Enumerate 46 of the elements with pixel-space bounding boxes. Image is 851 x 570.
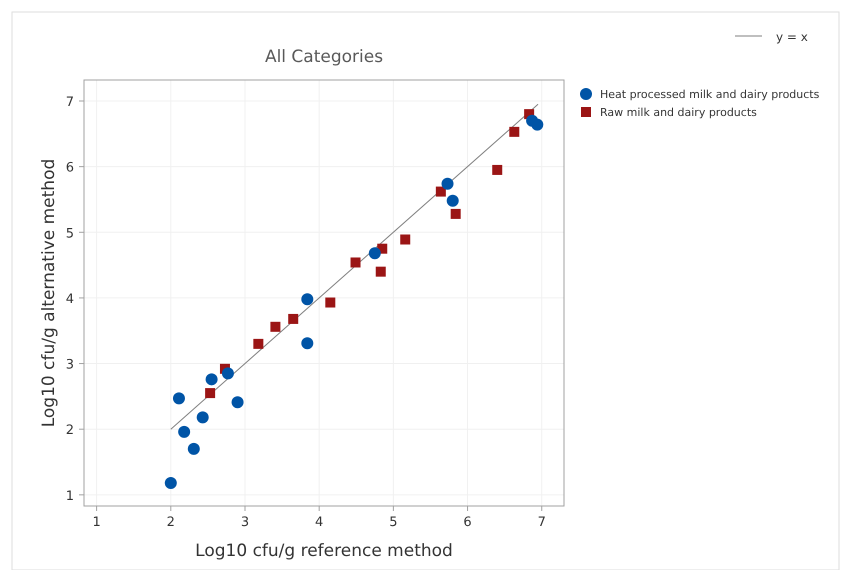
x-tick-label: 5	[389, 515, 398, 530]
point	[288, 314, 298, 324]
point	[442, 178, 454, 190]
point	[178, 426, 190, 438]
point	[350, 257, 361, 268]
legend-label: y = x	[776, 30, 808, 44]
point	[164, 477, 177, 490]
x-tick-label: 3	[240, 515, 250, 530]
point	[222, 367, 234, 380]
point	[206, 373, 218, 386]
x-tick-label: 2	[166, 515, 175, 530]
y-tick-label: 1	[66, 488, 74, 504]
y-axis-title: Log10 cfu/g alternative method	[39, 158, 59, 428]
point	[368, 247, 381, 260]
y-tick-label: 5	[66, 226, 74, 242]
point	[325, 298, 336, 308]
point	[205, 388, 216, 398]
x-tick-label: 1	[92, 515, 101, 530]
point	[436, 186, 446, 197]
point	[376, 266, 386, 277]
point	[253, 338, 264, 349]
point	[172, 392, 185, 404]
point	[232, 396, 244, 408]
point	[531, 118, 544, 131]
y-tick-label: 2	[66, 423, 74, 438]
x-tick-label: 4	[315, 515, 324, 530]
point	[270, 322, 280, 332]
x-axis-title: Log10 cfu/g reference method	[195, 541, 453, 561]
chart-title: All Categories	[264, 47, 384, 67]
y-tick-label: 3	[66, 358, 74, 373]
point	[492, 164, 502, 175]
point	[301, 293, 314, 306]
point	[301, 337, 314, 350]
y-tick-label: 7	[66, 95, 74, 110]
point	[446, 194, 459, 207]
y-tick-label: 4	[66, 292, 74, 307]
point	[450, 208, 461, 219]
point	[400, 234, 410, 245]
point	[188, 442, 200, 455]
y-tick-label: 6	[66, 160, 74, 176]
point	[196, 411, 209, 424]
x-tick-label: 7	[538, 515, 546, 530]
legend-label: Heat processed milk and dairy products	[600, 88, 820, 101]
x-tick-label: 6	[463, 515, 472, 530]
legend-label: Raw milk and dairy products	[600, 106, 758, 119]
point	[509, 126, 520, 137]
